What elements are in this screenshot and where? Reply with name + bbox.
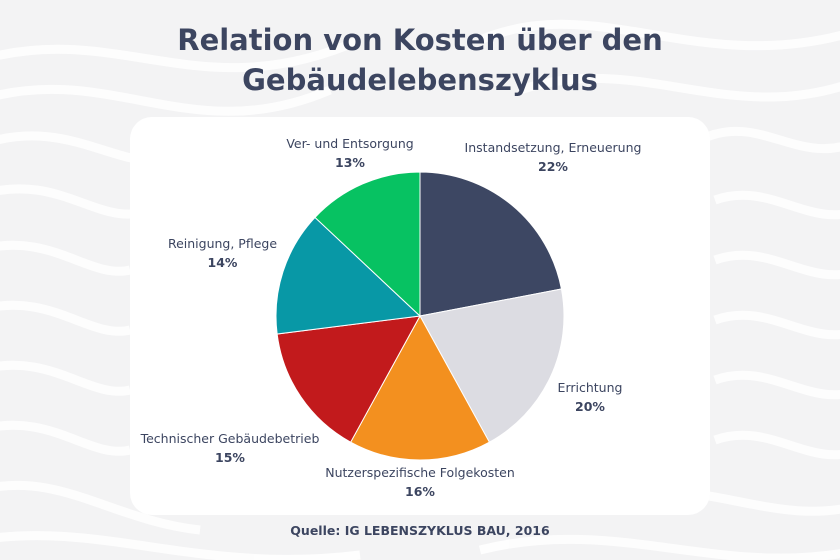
label-technischer-betrieb: Technischer Gebäudebetrieb 15% [140, 431, 320, 465]
label-nutzerspezifisch: Nutzerspezifische Folgekosten 16% [325, 465, 515, 499]
chart-title: Relation von Kosten über den Gebäudelebe… [177, 23, 663, 97]
label-reinigung: Reinigung, Pflege 14% [167, 236, 278, 270]
pie-slice-0 [419, 171, 563, 317]
label-errichtung: Errichtung 20% [557, 380, 623, 414]
pie-slice-2 [349, 314, 491, 461]
label-instandsetzung: Instandsetzung, Erneuerung 22% [464, 140, 642, 174]
label-entsorgung: Ver- und Entsorgung 13% [286, 136, 414, 170]
source-note: Quelle: IG LEBENSZYKLUS BAU, 2016 [290, 523, 550, 538]
pie-slice-4 [275, 216, 422, 335]
pie-slice-3 [276, 315, 421, 443]
pie-slice-1 [419, 288, 565, 443]
pie-slice-5 [314, 171, 421, 318]
